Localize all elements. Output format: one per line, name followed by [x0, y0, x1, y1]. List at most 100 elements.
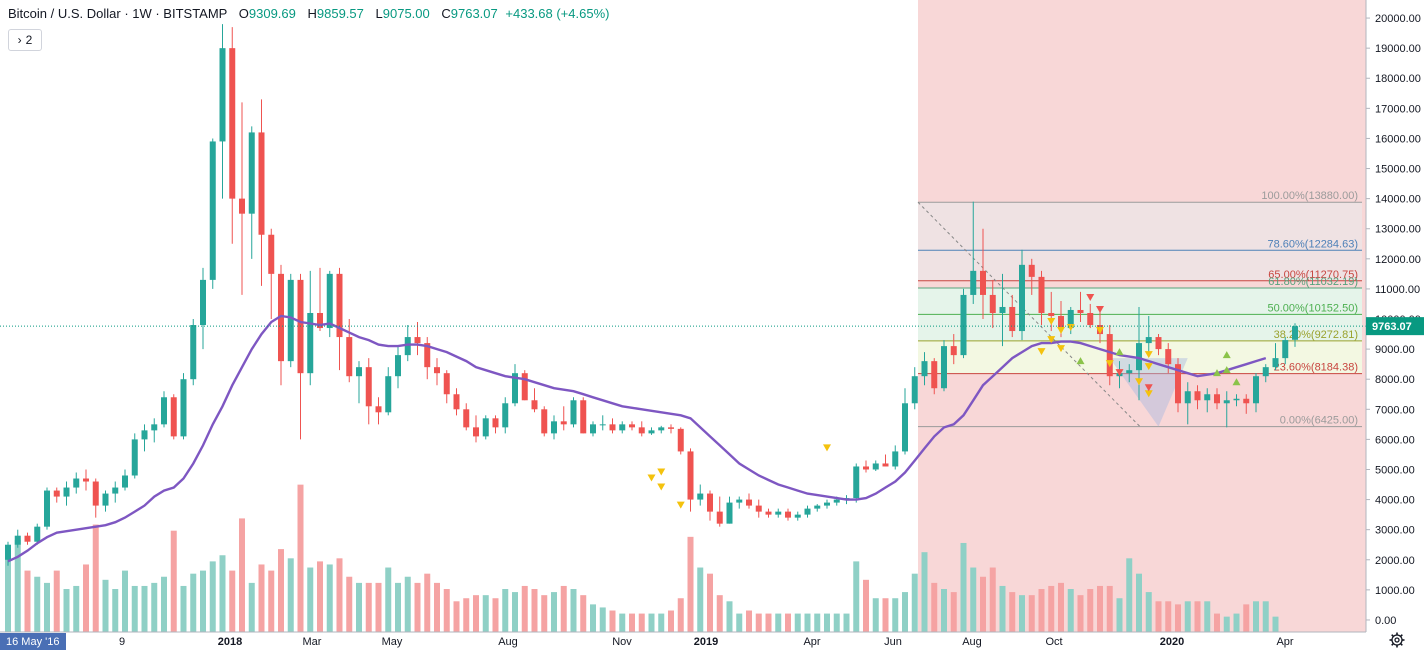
volume-bar [863, 579, 869, 632]
volume-bar [24, 570, 31, 632]
volume-bar [560, 585, 567, 632]
volume-bar [141, 585, 148, 632]
candle-body [980, 270, 986, 295]
signal-marker-down [1057, 327, 1065, 335]
candle-body [746, 499, 752, 506]
candle-body [190, 325, 197, 380]
volume-bar [551, 592, 557, 632]
candle-body [863, 466, 869, 470]
candle-body [200, 279, 206, 326]
candle-body [1077, 309, 1084, 313]
volume-bar [278, 549, 284, 632]
indicators-collapse-button[interactable]: › 2 [8, 29, 42, 51]
candle-body [307, 312, 314, 374]
volume-bar [736, 613, 743, 632]
candle-body [239, 198, 245, 214]
candle-body [687, 451, 694, 500]
candle-body [1038, 276, 1045, 313]
candle-body [716, 511, 723, 524]
volume-bar [317, 561, 323, 632]
volume-bar [1048, 585, 1055, 632]
volume-bar [999, 585, 1006, 632]
candle-body [473, 427, 479, 437]
volume-bar [473, 595, 479, 632]
volume-bar [375, 582, 382, 632]
candle-body [1126, 370, 1133, 374]
volume-bar [122, 570, 128, 632]
candle-body [317, 312, 323, 329]
volume-bar [765, 613, 772, 632]
volume-bar [960, 542, 967, 632]
signal-marker-down [1057, 345, 1065, 353]
volume-bar [950, 592, 957, 632]
candle-body [521, 373, 528, 401]
candle-body [180, 379, 187, 437]
price-tick-label: 19000.00 [1375, 43, 1421, 55]
price-tick-label: 12000.00 [1375, 254, 1421, 266]
price-tick-label: 17000.00 [1375, 103, 1421, 115]
volume-bar [1233, 613, 1240, 632]
candle-body [356, 367, 362, 377]
volume-bar [356, 582, 362, 632]
candle-body [492, 418, 499, 428]
volume-bar [83, 564, 89, 632]
candle-body [229, 48, 236, 199]
volume-bar [755, 613, 762, 632]
candle-body [1155, 337, 1162, 350]
volume-bar [833, 613, 840, 632]
candle-body [1223, 400, 1230, 404]
price-tick-label: 2000.00 [1375, 555, 1415, 567]
candle-body [443, 373, 450, 395]
price-tick-label: 3000.00 [1375, 525, 1415, 537]
gear-icon[interactable] [1389, 632, 1405, 648]
volume-bar [268, 570, 275, 632]
volume-bar [1243, 604, 1250, 632]
volume-bar [307, 567, 314, 632]
candle-body [24, 535, 31, 542]
volume-bar [1087, 589, 1094, 632]
fib-label: 78.60%(12284.63) [1267, 238, 1358, 250]
volume-bar [297, 484, 304, 632]
volume-bar [843, 613, 850, 632]
time-label: Nov [612, 636, 632, 648]
candle-body [414, 337, 421, 344]
fib-label: 0.00%(6425.00) [1280, 415, 1358, 427]
candle-body [112, 487, 119, 494]
candle-body [1282, 340, 1289, 359]
volume-bar [161, 576, 167, 632]
symbol-title: Bitcoin / U.S. Dollar · 1W · BITSTAMP [8, 6, 228, 21]
signal-marker-up [1232, 378, 1241, 386]
candle-body [395, 355, 401, 377]
candle-body [950, 346, 957, 356]
candle-body [824, 502, 830, 506]
candle-body [1106, 334, 1113, 377]
volume-bar [872, 598, 879, 632]
price-tick-label: 14000.00 [1375, 194, 1421, 206]
volume-bar [1262, 601, 1269, 632]
candle-body [619, 424, 626, 431]
candle-body [1048, 312, 1055, 316]
volume-bar [131, 585, 138, 632]
volume-bar [180, 585, 187, 632]
volume-bar [726, 601, 733, 632]
volume-bar [239, 518, 245, 632]
signal-marker-up [1222, 351, 1231, 359]
candle-body [1233, 398, 1240, 401]
candle-body [34, 526, 41, 542]
candle-body [1292, 326, 1298, 340]
date-badge [0, 633, 66, 650]
volume-bar [941, 589, 947, 632]
time-label: Aug [498, 636, 518, 648]
time-label: Apr [803, 636, 820, 648]
volume-bar [599, 607, 606, 632]
volume-bar [404, 576, 411, 632]
candle-body [346, 337, 353, 377]
volume-bar [5, 546, 11, 632]
signal-marker-down [1144, 351, 1153, 359]
volume-bar [209, 561, 216, 632]
time-label: May [382, 636, 403, 648]
time-axis-background [0, 632, 1425, 650]
volume-bar [395, 582, 401, 632]
volume-bar [1116, 598, 1123, 632]
